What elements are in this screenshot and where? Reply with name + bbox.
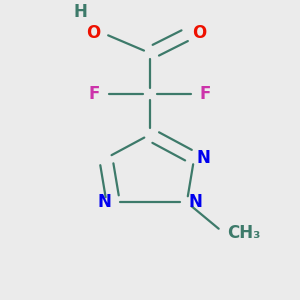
Text: H: H — [73, 4, 87, 22]
Text: N: N — [196, 149, 210, 167]
Text: F: F — [89, 85, 100, 103]
Text: N: N — [98, 193, 111, 211]
Text: O: O — [192, 24, 207, 42]
Text: F: F — [200, 85, 211, 103]
Text: CH₃: CH₃ — [227, 224, 261, 242]
Text: N: N — [189, 193, 202, 211]
Text: O: O — [86, 24, 100, 42]
